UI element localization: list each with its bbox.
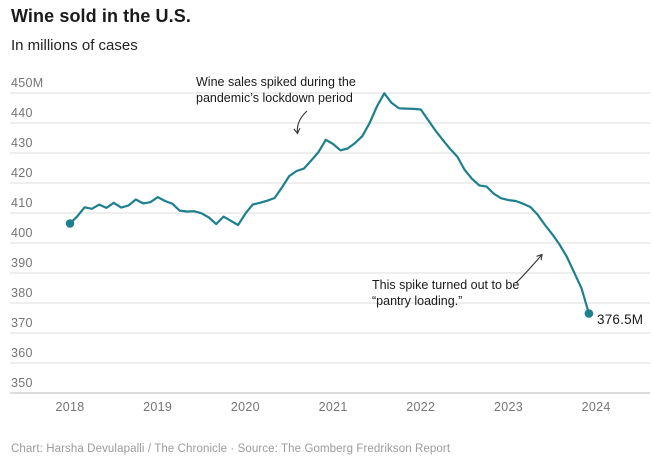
x-tick-label: 2021 [318, 400, 348, 414]
x-tick-label: 2022 [406, 400, 436, 414]
x-tick-label: 2018 [55, 400, 85, 414]
y-tick-label: 360 [11, 346, 33, 360]
y-tick-label: 380 [11, 286, 33, 300]
start-point-marker [65, 219, 75, 228]
wine-sales-line [65, 92, 594, 318]
x-tick-label: 2019 [143, 400, 173, 414]
x-tick-label: 2020 [230, 400, 260, 414]
y-tick-label: 450M [11, 76, 44, 90]
series-path [68, 92, 591, 315]
annotation-lockdown: Wine sales spiked during the pandemic’s … [196, 75, 356, 105]
x-tick-label: 2023 [493, 400, 523, 414]
y-tick-label: 390 [11, 256, 33, 270]
chart-credit: Chart: Harsha Devulapalli / The Chronicl… [11, 443, 451, 455]
pantry-arrow [515, 253, 543, 284]
gridlines [10, 92, 650, 394]
chart-subtitle: In millions of cases [11, 37, 138, 54]
chart-title: Wine sold in the U.S. [11, 6, 191, 26]
y-tick-label: 440 [11, 106, 33, 120]
lockdown-arrow [293, 110, 308, 135]
y-tick-label: 370 [11, 316, 33, 330]
end-point-marker [584, 309, 594, 318]
annotation-pantry: This spike turned out to be “pantry load… [372, 278, 520, 308]
y-tick-label: 350 [11, 376, 33, 390]
annotation-arrows [293, 110, 543, 284]
y-tick-label: 420 [11, 166, 33, 180]
y-tick-label: 410 [11, 196, 33, 210]
y-tick-label: 400 [11, 226, 33, 240]
x-tick-label: 2024 [581, 400, 611, 414]
end-value-label: 376.5M [597, 312, 644, 327]
y-tick-label: 430 [11, 136, 33, 150]
